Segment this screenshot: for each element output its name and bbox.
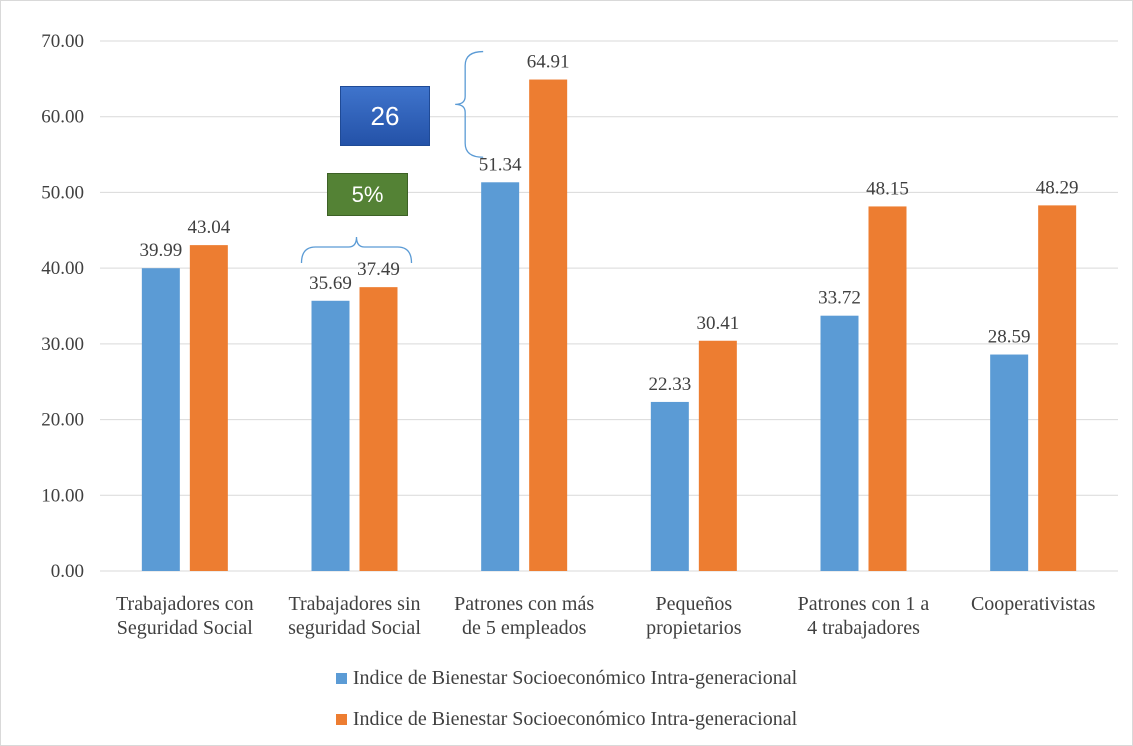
data-label: 30.41 <box>696 313 739 334</box>
x-category-label: seguridad Social <box>288 617 421 639</box>
y-tick-label: 30.00 <box>41 334 84 355</box>
data-label: 28.59 <box>988 327 1031 348</box>
bar-orange <box>1038 205 1077 571</box>
data-label: 51.34 <box>479 154 522 175</box>
x-category-label: de 5 empleados <box>462 617 587 639</box>
brace-percent <box>300 236 413 264</box>
bar-blue <box>311 300 350 571</box>
bar-orange <box>189 245 228 571</box>
y-tick-label: 20.00 <box>41 410 84 431</box>
y-tick-label: 70.00 <box>41 31 84 52</box>
x-category-label: Trabajadores sin <box>288 593 420 615</box>
bar-orange <box>868 206 907 571</box>
legend-label-series-1: Indice de Bienestar Socioeconómico Intra… <box>352 667 798 689</box>
callout-5-text: 5% <box>351 181 384 207</box>
brace-difference <box>455 50 484 158</box>
bar-blue <box>650 401 689 571</box>
x-category-label: Trabajadores con <box>116 593 254 615</box>
bar-orange <box>529 79 568 571</box>
callout-26-text: 26 <box>370 100 400 131</box>
data-label: 43.04 <box>187 217 230 238</box>
bar-blue <box>481 182 520 572</box>
legend-item-series-2: Indice de Bienestar Socioeconómico Intra… <box>0 708 1133 731</box>
y-tick-label: 0.00 <box>51 561 84 582</box>
x-category-label: Pequeños <box>655 593 732 615</box>
data-label: 39.99 <box>139 240 182 261</box>
percent-callout-5: 5% <box>327 173 408 216</box>
bars <box>141 79 1077 572</box>
data-label: 48.15 <box>866 178 909 199</box>
y-tick-label: 50.00 <box>41 182 84 203</box>
bar-blue <box>141 268 180 571</box>
x-category-label: propietarios <box>646 617 742 639</box>
data-label: 64.91 <box>527 52 570 73</box>
x-category-label: Seguridad Social <box>117 617 254 639</box>
data-label: 35.69 <box>309 273 352 294</box>
y-axis: 0.00 10.00 20.00 30.00 40.00 50.00 60.00 70.00 <box>41 31 84 582</box>
bar-blue <box>820 315 859 571</box>
data-label: 48.29 <box>1036 177 1079 198</box>
bar-blue <box>990 354 1029 571</box>
y-tick-label: 10.00 <box>41 485 84 506</box>
data-label: 33.72 <box>818 288 861 309</box>
legend-item-series-1: Indice de Bienestar Socioeconómico Intra… <box>0 667 1133 690</box>
x-category-label: Patrones con más <box>454 593 594 615</box>
data-label: 37.49 <box>357 259 400 280</box>
y-tick-label: 60.00 <box>41 107 84 128</box>
x-category-label: 4 trabajadores <box>807 617 920 639</box>
gridlines <box>100 40 1118 572</box>
bar-orange <box>359 287 398 571</box>
callout-braces <box>300 50 484 264</box>
legend-label-series-2: Indice de Bienestar Socioeconómico Intra… <box>352 708 798 730</box>
x-category-label: Cooperativistas <box>971 593 1096 615</box>
legend-swatch-orange <box>335 714 347 725</box>
bar-chart: 0.0010.0020.0030.0040.0050.0060.0070.00 … <box>41 31 1118 639</box>
y-tick-label: 40.00 <box>41 258 84 279</box>
x-category-label: Patrones con 1 a <box>798 593 930 615</box>
bar-orange <box>698 340 737 571</box>
legend-swatch-blue <box>335 673 347 684</box>
data-label: 22.33 <box>648 374 691 395</box>
difference-callout-26: 26 <box>340 86 430 146</box>
